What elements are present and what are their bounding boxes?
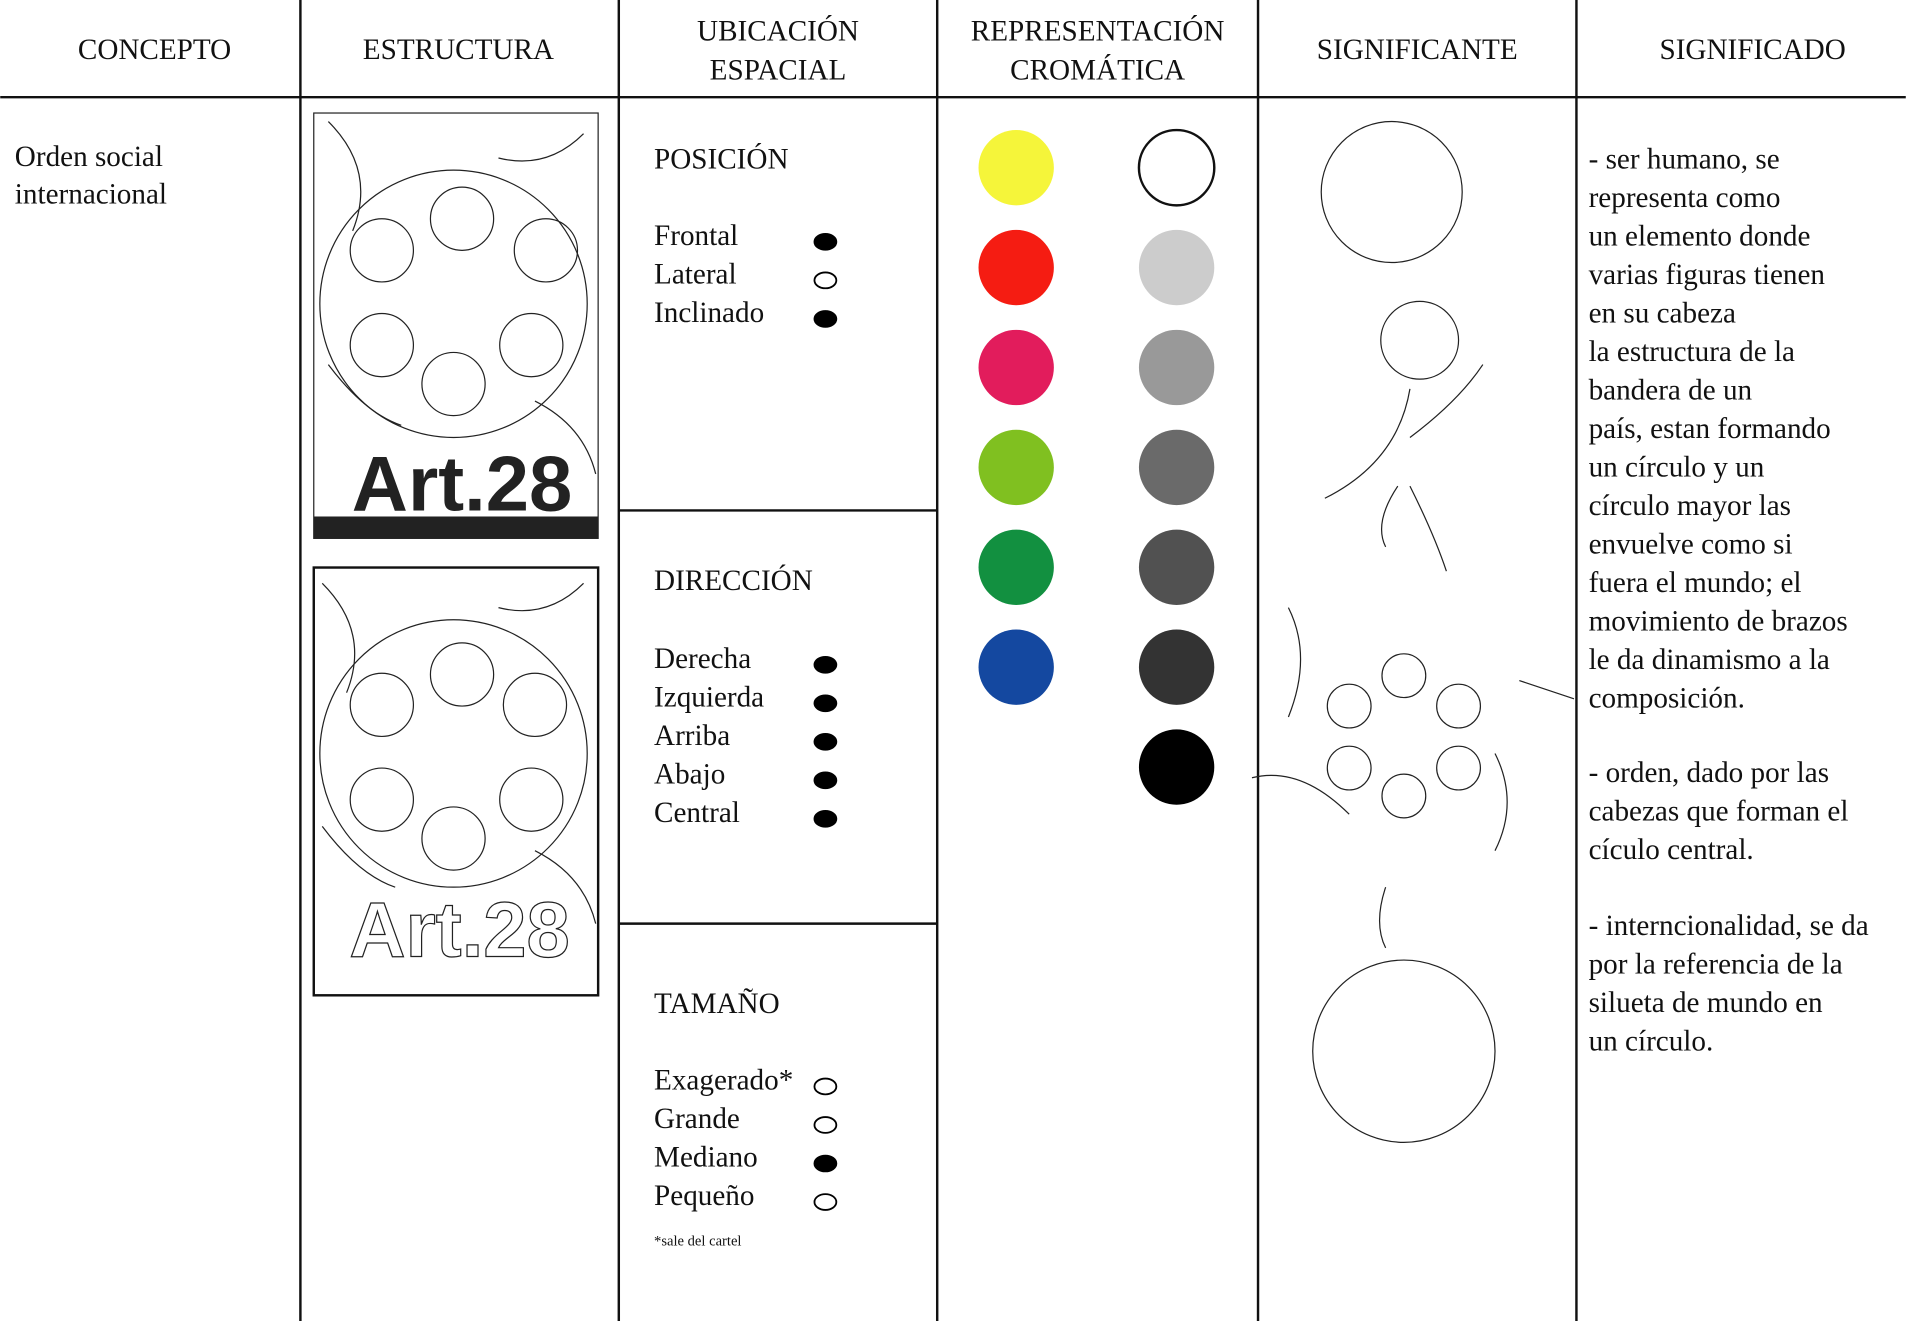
color-swatch — [1138, 529, 1215, 605]
meaning-line: - ser humano, se — [1589, 143, 1780, 175]
column-header: ESTRUCTURA — [363, 34, 554, 66]
option-label: Frontal — [654, 220, 738, 252]
option-label: Lateral — [654, 258, 737, 290]
meaning-line: en su cabeza — [1589, 297, 1736, 329]
meaning-line: cículo central. — [1589, 834, 1754, 866]
poster-outline: Art.28 — [312, 566, 600, 997]
meaning-line: país, estan formando — [1589, 413, 1831, 445]
option-label: Grande — [654, 1103, 740, 1135]
meaning-line: cabezas que forman el — [1589, 796, 1849, 828]
column-header: REPRESENTACIÓN — [971, 15, 1225, 48]
meaning-line: - orden, dado por las — [1589, 757, 1829, 789]
column-header: CROMÁTICA — [1010, 54, 1185, 87]
marker-empty — [813, 1077, 838, 1096]
marker-filled — [813, 310, 838, 328]
svg-text:Art.28: Art.28 — [352, 441, 572, 527]
color-swatch — [978, 529, 1054, 605]
meaning-line: un círculo. — [1589, 1026, 1714, 1058]
color-swatch — [1138, 329, 1215, 406]
signifier-sketch — [1251, 120, 1575, 1143]
meaning-line: envuelve como si — [1589, 529, 1793, 561]
option-label: Arriba — [654, 720, 730, 752]
meaning-line: movimiento de brazos — [1589, 606, 1848, 638]
option-label: Central — [654, 797, 740, 829]
section-title: TAMAÑO — [654, 988, 780, 1020]
option-label: Izquierda — [654, 681, 764, 713]
marker-filled — [813, 655, 838, 674]
color-swatch — [978, 229, 1054, 306]
meaning-line: fuera el mundo; el — [1589, 567, 1802, 599]
marker-empty — [813, 271, 838, 290]
marker-filled — [813, 233, 838, 251]
column-header: UBICACIÓN — [697, 15, 859, 48]
marker-filled — [813, 732, 838, 751]
svg-text:Art.28: Art.28 — [349, 887, 569, 973]
color-swatch — [978, 629, 1054, 705]
marker-filled — [813, 1154, 838, 1173]
column-header: SIGNIFICADO — [1660, 34, 1846, 66]
column-header: ESPACIAL — [710, 55, 847, 87]
column-header: CONCEPTO — [78, 34, 231, 66]
color-swatch — [1138, 729, 1215, 805]
color-swatch — [1138, 229, 1215, 306]
marker-filled — [813, 810, 838, 828]
color-swatch — [978, 429, 1054, 506]
option-label: Pequeño — [654, 1180, 754, 1212]
meaning-line: por la referencia de la — [1589, 949, 1843, 981]
meaning-line: bandera de un — [1589, 374, 1753, 406]
concept: Orden social — [15, 141, 163, 173]
meaning-line: le da dinamismo a la — [1589, 644, 1830, 676]
column-header: SIGNIFICANTE — [1317, 34, 1518, 66]
color-swatch — [978, 329, 1054, 406]
concept: internacional — [15, 179, 167, 211]
marker-filled — [813, 771, 838, 790]
option-label: Inclinado — [654, 297, 764, 329]
meaning-line: silueta de mundo en — [1589, 987, 1823, 1019]
section-title: DIRECCIÓN — [654, 564, 813, 597]
meaning-line: representa como — [1589, 182, 1781, 214]
color-swatch — [1138, 429, 1215, 506]
marker-empty — [813, 1193, 838, 1211]
option-label: Mediano — [654, 1142, 758, 1174]
note: *sale del cartel — [654, 1233, 741, 1249]
meaning-line: un círculo y un — [1589, 452, 1765, 484]
meaning-line: composición. — [1589, 683, 1745, 715]
meaning-line: un elemento donde — [1589, 220, 1811, 252]
meaning-line: círculo mayor las — [1589, 490, 1791, 522]
marker-empty — [813, 1116, 838, 1134]
color-swatch — [1138, 629, 1215, 705]
option-label: Exagerado* — [654, 1064, 793, 1096]
content: CONCEPTO ESTRUCTURA UBICACIÓN ESPACIAL REPRE… — [15, 15, 1869, 1250]
poster-sketch: Art.28 — [313, 112, 599, 539]
meaning-line: - interncionalidad, se da — [1589, 910, 1869, 942]
color-swatch — [1137, 128, 1216, 207]
meaning-line: la estructura de la — [1589, 336, 1795, 368]
color-swatch — [978, 130, 1054, 206]
option-label: Abajo — [654, 758, 725, 790]
meaning-line: varias figuras tienen — [1589, 259, 1826, 291]
option-label: Derecha — [654, 643, 751, 675]
section-title: POSICIÓN — [654, 142, 788, 175]
marker-filled — [813, 694, 838, 713]
